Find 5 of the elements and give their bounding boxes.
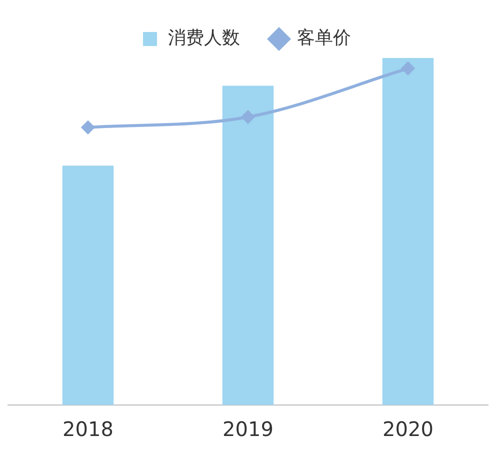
x-tick-label: 2018	[62, 417, 114, 442]
x-tick-label: 2019	[222, 417, 274, 442]
legend-label: 客单价	[297, 28, 351, 49]
legend-label: 消费人数	[168, 28, 240, 49]
x-tick-label: 2020	[382, 417, 434, 442]
